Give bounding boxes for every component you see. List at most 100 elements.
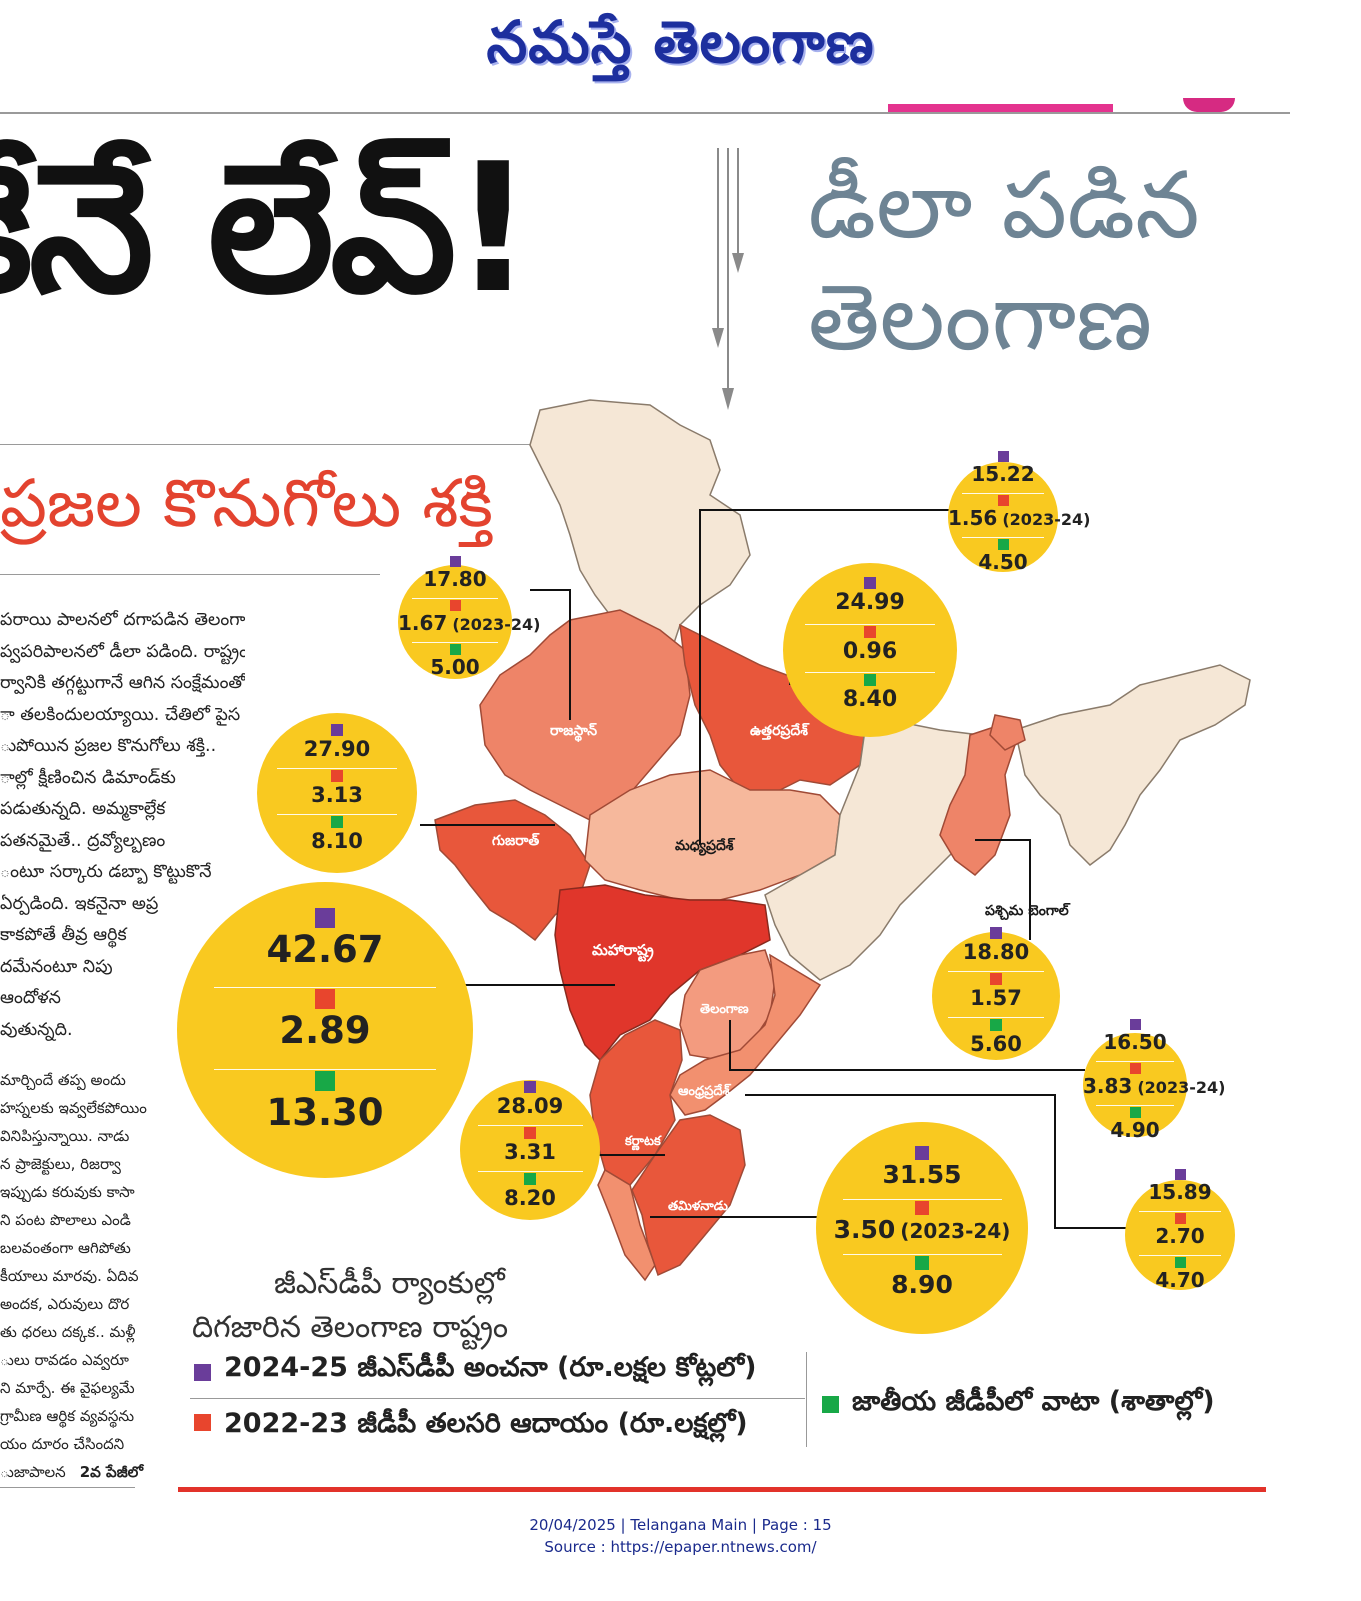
bubble-value-income: 2.70 [1155, 1224, 1205, 1248]
label-karnataka: కర్ణాటక [624, 1134, 662, 1151]
marker-green-icon [1129, 1107, 1141, 1118]
article-line: ులు రావడం ఎవ్వరూ [0, 1351, 129, 1369]
marker-purple-icon [1129, 1019, 1141, 1030]
bubble-row: 3.31 [460, 1140, 600, 1164]
bubble-maharashtra: 42.67 2.89 13.30 [177, 882, 473, 1178]
bubble-separator [1138, 1211, 1222, 1212]
map-rajasthan [479, 609, 691, 821]
bubble-value-gsdp: 28.09 [496, 1093, 564, 1118]
map-gujarat [434, 799, 591, 942]
legend-divider [190, 1398, 805, 1399]
marker-green-icon [997, 539, 1009, 550]
article-line: పతనమైతే.. ద్రవ్యోల్బణం [0, 830, 166, 851]
bubble-value-share: 8.40 [842, 687, 898, 713]
bubble-value-income: 1.57 [970, 985, 1022, 1010]
bubble-value-share: 4.50 [978, 550, 1028, 574]
bubble-row: 31.55 [816, 1159, 1028, 1190]
label-andhra-pradesh: ఆంధ్రప్రదేశ్ [678, 1083, 732, 1099]
deck: డీలా పడిన తెలంగాణ [808, 150, 1361, 374]
article-line: ుజాపాలన 2వ పేజీలో [0, 1458, 165, 1486]
bubble-separator [961, 537, 1045, 538]
decorative-dot [1183, 98, 1235, 112]
bubble-row: 3.83 (2023-24) [1083, 1074, 1225, 1099]
marker-purple-icon [449, 556, 461, 567]
article-line: న ప్రాజెక్టులు, రిజర్వా [0, 1155, 121, 1173]
bubble-row: 5.00 [398, 656, 512, 679]
marker-red-icon [1129, 1063, 1141, 1074]
bubble-value-share: 13.30 [266, 1090, 384, 1134]
bubble-telangana: 16.50 3.83 (2023-24) 4.90 [1083, 1019, 1225, 1142]
bubble-value-income: 3.83 [1083, 1074, 1133, 1098]
article-line: ాల్లో క్షీణించిన డిమాండ్‌కు [0, 767, 176, 788]
divider [0, 1487, 135, 1488]
bubble-value-gsdp: 17.80 [423, 567, 487, 591]
marker-red-icon [990, 972, 1002, 985]
article-line: ఏర్పడింది. ఇకనైనా అప్ర [0, 893, 159, 914]
bubble-andhra_pradesh: 15.89 2.70 4.70 [1125, 1169, 1235, 1292]
bubble-row: 24.99 [783, 590, 957, 615]
bubble-value-gsdp: 15.89 [1148, 1180, 1212, 1204]
article-line: ని మార్పే. ఈ వైఫల్యమే [0, 1379, 135, 1397]
continued-page-link[interactable]: 2వ పేజీలో [79, 1463, 144, 1481]
bubble-separator [948, 970, 1044, 972]
bubble-row: 27.90 [257, 737, 417, 761]
caption-line-1: జీఎస్‌డీపీ ర్యాంకుల్లో [274, 1266, 505, 1301]
bubble-year-note: (2023-24) [452, 615, 541, 634]
map-andhra-pradesh [669, 953, 822, 1116]
bubble-separator [214, 1068, 436, 1070]
legend-green-marker-icon [822, 1396, 839, 1413]
bubble-value-share: 5.00 [430, 655, 480, 679]
bubble-karnataka: 28.09 3.31 8.20 [460, 1080, 600, 1220]
caption-line-2: దిగజారిన తెలంగాణ రాష్ట్రం [192, 1310, 509, 1345]
bubble-year-note: (2023-24) [1002, 510, 1091, 529]
map-uttar-pradesh [679, 623, 866, 796]
article-line: ఇప్పుడు కరువుకు కాసా [0, 1183, 135, 1201]
bubble-row: 13.30 [177, 1090, 473, 1135]
marker-green-icon [524, 1173, 536, 1186]
article-line: ఆందోళన [0, 988, 61, 1008]
article-line: దమేనంటూ నిపు [0, 956, 113, 977]
bubble-separator [412, 598, 498, 599]
bubble-value-gsdp: 42.67 [266, 927, 384, 971]
bubble-west_bengal: 18.80 1.57 5.60 [932, 926, 1060, 1060]
article-line: అందక, ఎరువులు దొర [0, 1295, 130, 1313]
bubble-value-gsdp: 31.55 [882, 1159, 962, 1189]
marker-purple-icon [1174, 1169, 1186, 1180]
leader-lines [420, 509, 1130, 1229]
bubble-separator [842, 1198, 1002, 1200]
bubble-row: 17.80 [398, 568, 512, 591]
divider [0, 574, 380, 575]
bubble-value-share: 4.70 [1155, 1268, 1205, 1292]
bubble-value-share: 8.10 [311, 829, 363, 854]
bubble-value-income: 1.56 [948, 506, 998, 530]
bubble-row: 1.67 (2023-24) [398, 612, 540, 636]
bubble-separator [842, 1253, 1002, 1255]
article-column-1: పరాయి పాలనలో దగాపడిన తెలంగాణ.. ప్వపరిపాలన… [0, 605, 245, 1046]
bubble-rajasthan: 17.80 1.67 (2023-24) 5.00 [398, 556, 540, 679]
article-line: వినిపిస్తున్నాయి. నాడు [0, 1127, 130, 1145]
marker-green-icon [864, 674, 876, 687]
label-west-bengal: పశ్చిమ బెంగాల్ [985, 902, 1071, 920]
marker-purple-icon [997, 451, 1009, 462]
footer-date-page: 20/04/2025 | Telangana Main | Page : 15 [529, 1516, 832, 1534]
article-line: యం దూరం చేసిందని [0, 1435, 125, 1453]
marker-red-icon [331, 769, 343, 782]
marker-purple-icon [990, 926, 1002, 939]
label-tamil-nadu: తమిళనాడు [668, 1199, 728, 1214]
legend-red-marker-icon [194, 1414, 211, 1431]
bubble-separator [477, 1124, 583, 1126]
article-line: ుపోయిన ప్రజల కొనుగోలు శక్తి.. [0, 736, 217, 756]
bubble-row: 4.90 [1083, 1119, 1187, 1142]
marker-green-icon [1174, 1257, 1186, 1268]
bubble-value-gsdp: 16.50 [1103, 1030, 1167, 1054]
legend-gsdp: 2024-25 జీఎస్‌డీపీ అంచనా (రూ.లక్షల కోట్ల… [224, 1352, 757, 1383]
bubble-value-share: 8.90 [891, 1269, 953, 1299]
marker-purple-icon [331, 723, 343, 736]
marker-purple-icon [864, 577, 876, 590]
divider [0, 112, 1290, 114]
article-line: ప్వపరిపాలనలో డీలా పడింది. రాష్ట్రంలో మార… [0, 641, 245, 662]
map-sikkim [989, 714, 1026, 751]
article-line-text: ుజాపాలన [0, 1463, 66, 1481]
marker-red-icon [864, 625, 876, 638]
bubble-separator [277, 814, 397, 816]
